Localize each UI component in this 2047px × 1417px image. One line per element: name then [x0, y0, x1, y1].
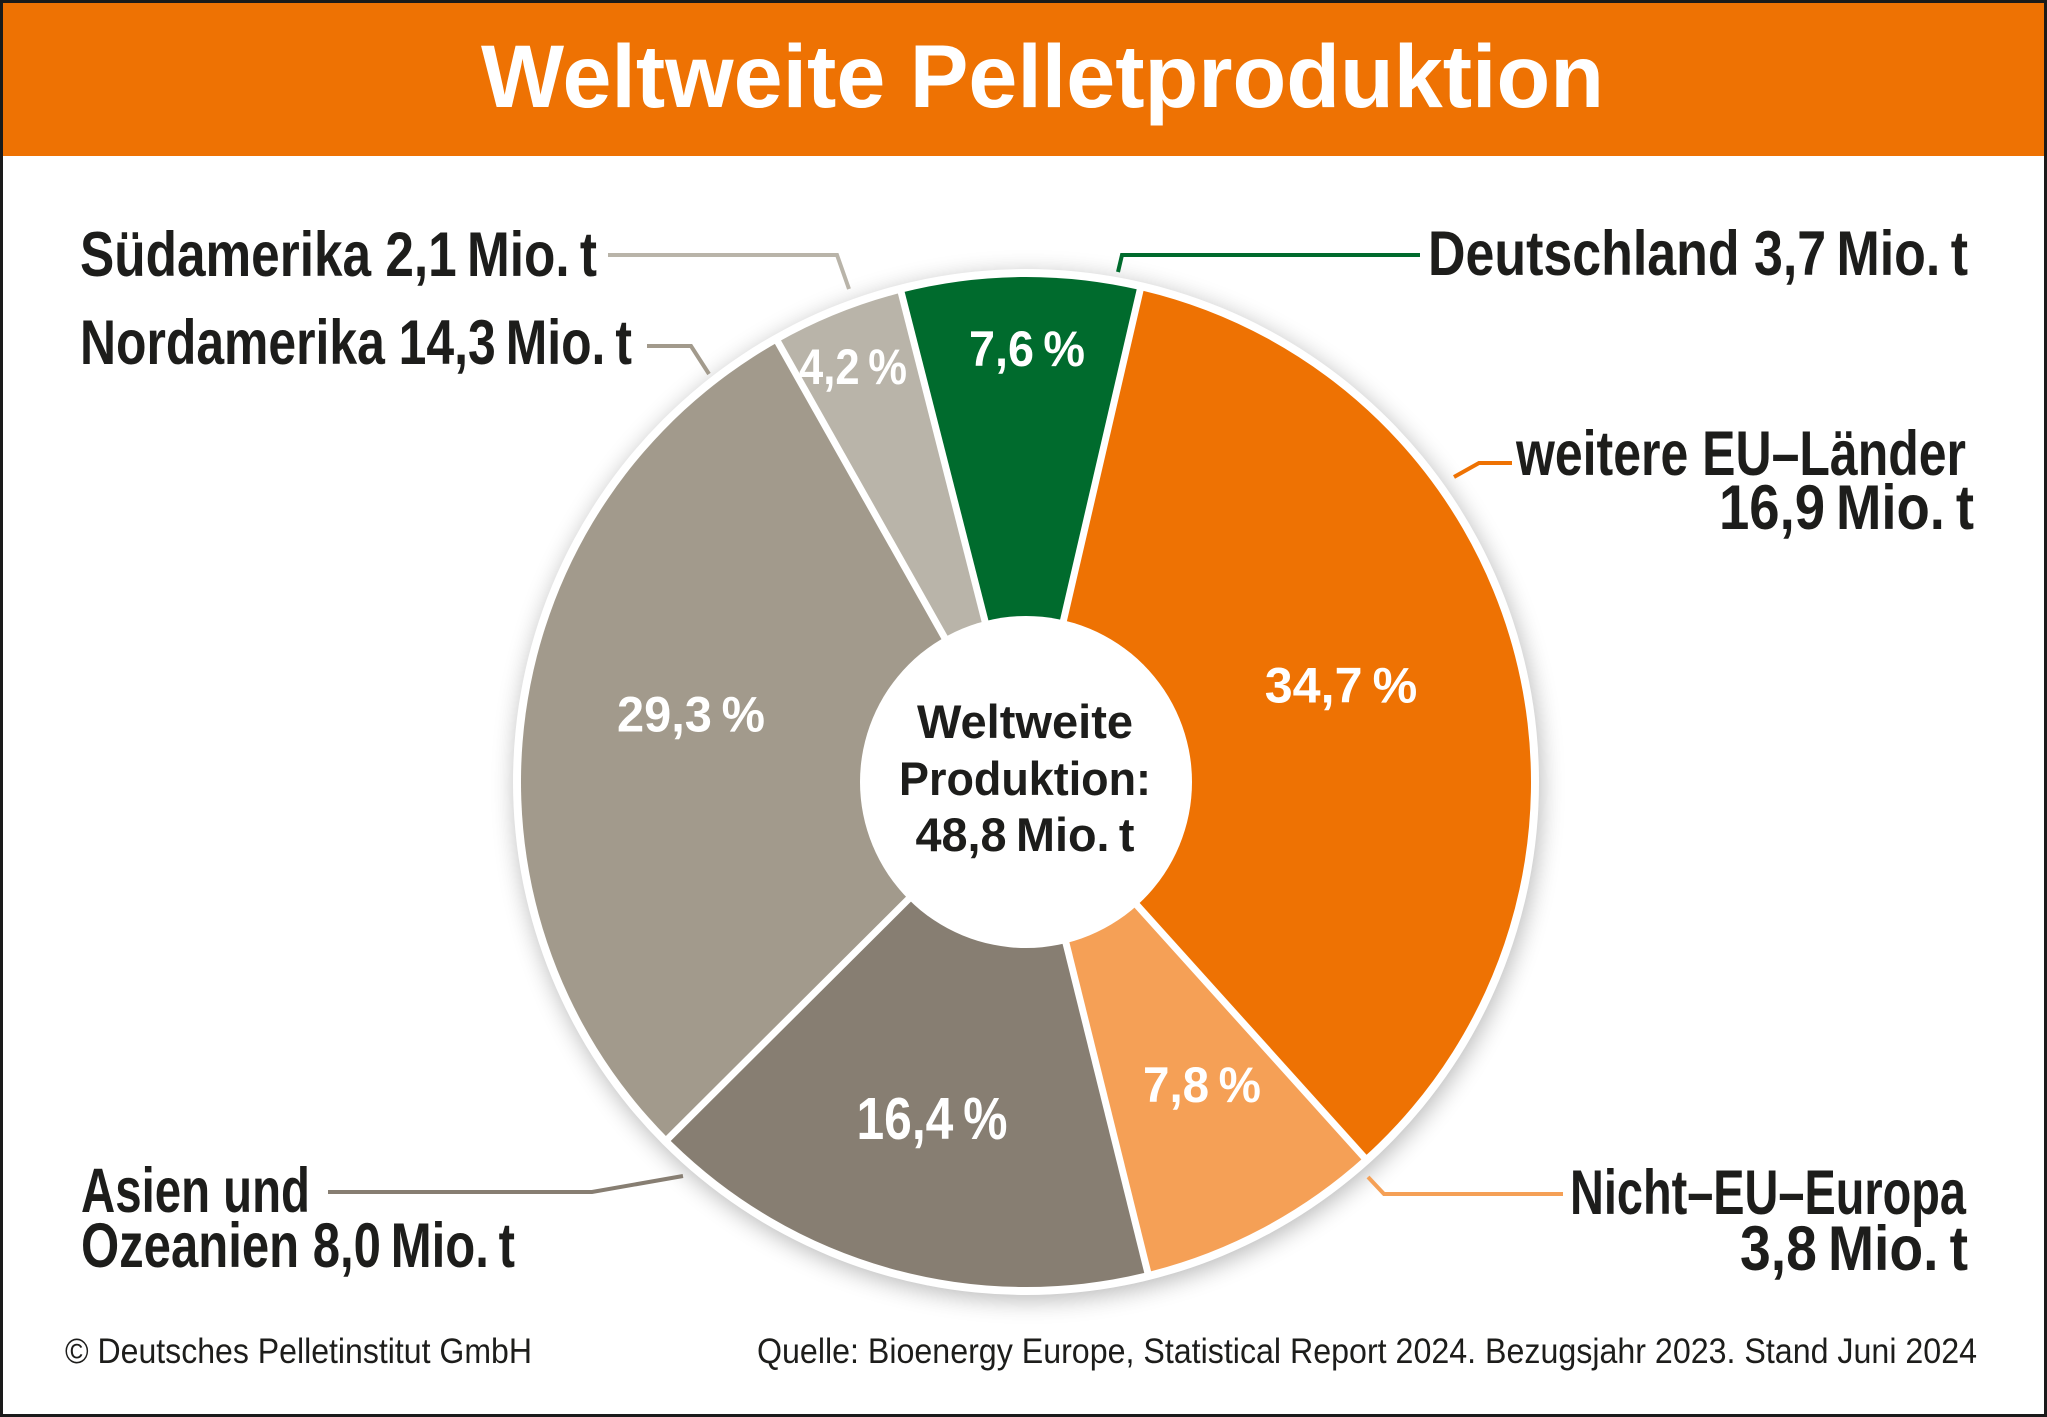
svg-text:Südamerika 2,1 Mio. t: Südamerika 2,1 Mio. t — [80, 220, 597, 290]
svg-text:Weltweite Pelletproduktion: Weltweite Pelletproduktion — [481, 26, 1604, 126]
svg-text:7,6 %: 7,6 % — [969, 321, 1085, 377]
svg-text:4,2 %: 4,2 % — [799, 339, 907, 395]
svg-text:48,8 Mio. t: 48,8 Mio. t — [916, 808, 1135, 861]
svg-text:Quelle: Bioenergy Europe, Stat: Quelle: Bioenergy Europe, Statistical Re… — [757, 1332, 1977, 1371]
svg-text:weitere EU–Länder: weitere EU–Länder — [1515, 419, 1966, 489]
svg-text:7,8 %: 7,8 % — [1143, 1057, 1261, 1113]
svg-text:Produktion:: Produktion: — [899, 752, 1151, 805]
svg-text:Nicht–EU–Europa: Nicht–EU–Europa — [1570, 1158, 1967, 1228]
svg-text:16,4 %: 16,4 % — [857, 1086, 1008, 1152]
svg-text:Asien und: Asien und — [81, 1156, 310, 1226]
svg-text:Nordamerika 14,3 Mio. t: Nordamerika 14,3 Mio. t — [80, 308, 632, 378]
svg-text:16,9 Mio. t: 16,9 Mio. t — [1719, 473, 1974, 543]
svg-text:Deutschland 3,7 Mio. t: Deutschland 3,7 Mio. t — [1428, 219, 1968, 289]
svg-text:3,8 Mio. t: 3,8 Mio. t — [1740, 1214, 1968, 1284]
svg-text:29,3 %: 29,3 % — [617, 687, 765, 743]
svg-text:Weltweite: Weltweite — [917, 695, 1133, 748]
svg-text:Ozeanien 8,0 Mio. t: Ozeanien 8,0 Mio. t — [81, 1211, 515, 1281]
svg-text:34,7 %: 34,7 % — [1265, 658, 1418, 714]
svg-text:© Deutsches Pelletinstitut Gmb: © Deutsches Pelletinstitut GmbH — [65, 1332, 532, 1371]
